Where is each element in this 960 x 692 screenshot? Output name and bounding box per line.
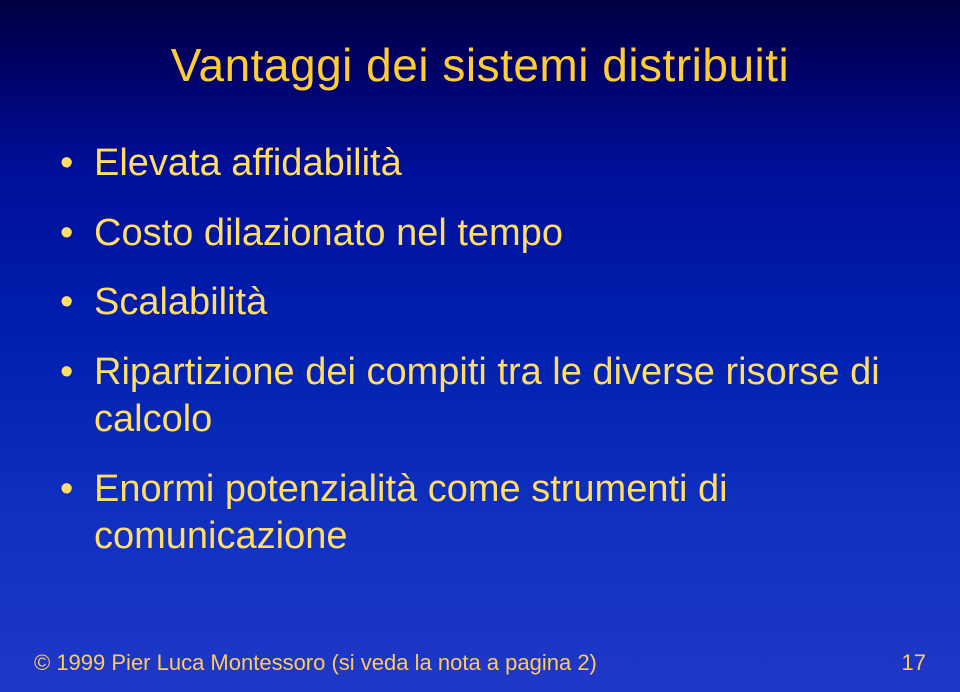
bullet-list: Elevata affidabilità Costo dilazionato n…: [60, 140, 900, 583]
footer-copyright: © 1999 Pier Luca Montessoro (si veda la …: [34, 650, 597, 676]
slide: Vantaggi dei sistemi distribuiti Elevata…: [0, 0, 960, 692]
footer-page-number: 17: [902, 650, 926, 676]
bullet-item: Costo dilazionato nel tempo: [60, 210, 900, 258]
bullet-item: Scalabilità: [60, 279, 900, 327]
bullet-item: Elevata affidabilità: [60, 140, 900, 188]
bullet-item: Ripartizione dei compiti tra le diverse …: [60, 349, 900, 444]
slide-title: Vantaggi dei sistemi distribuiti: [0, 38, 960, 92]
slide-footer: © 1999 Pier Luca Montessoro (si veda la …: [34, 650, 926, 676]
bullet-item: Enormi potenzialità come strumenti di co…: [60, 466, 900, 561]
